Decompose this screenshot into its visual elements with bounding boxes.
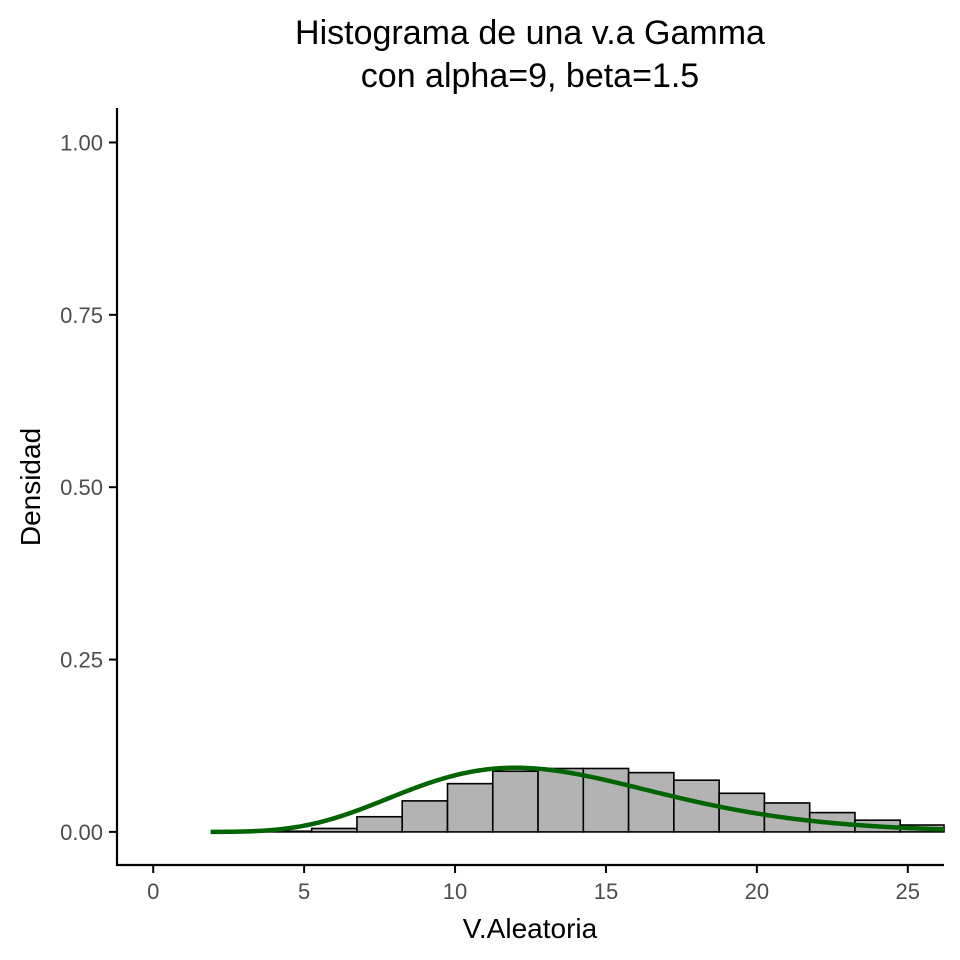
gamma-density-curve [210, 765, 945, 835]
x-axis-title: V.Aleatoria [463, 913, 598, 944]
histogram-bar [401, 800, 449, 833]
density-curve-layer [210, 765, 945, 835]
y-tick-label: 0.00 [60, 820, 103, 845]
x-tick-label: 20 [745, 879, 769, 904]
y-tick-label: 0.50 [60, 475, 103, 500]
histogram-bar [491, 770, 539, 833]
histogram-bar [763, 802, 811, 833]
x-axis-ticks: 0 5 10 15 20 25 [147, 865, 920, 904]
histogram-bar [310, 827, 358, 833]
histogram-bar [446, 782, 494, 833]
x-tick-label: 0 [147, 879, 159, 904]
chart-title-line-2: con alpha=9, beta=1.5 [361, 57, 699, 95]
histogram-bar [627, 771, 675, 833]
y-tick-label: 0.25 [60, 648, 103, 673]
histogram-bar [356, 815, 404, 833]
y-axis-ticks: 0.00 0.25 0.50 0.75 1.00 [60, 130, 117, 845]
histogram-bars [265, 767, 945, 833]
y-tick-label: 1.00 [60, 130, 103, 155]
x-tick-label: 25 [896, 879, 920, 904]
x-tick-label: 5 [298, 879, 310, 904]
histogram-bar [537, 767, 585, 833]
y-axis-title: Densidad [15, 428, 46, 546]
y-tick-label: 0.75 [60, 303, 103, 328]
x-tick-label: 10 [443, 879, 467, 904]
x-tick-label: 15 [594, 879, 618, 904]
chart-title-line-1: Histograma de una v.a Gamma [295, 14, 765, 52]
